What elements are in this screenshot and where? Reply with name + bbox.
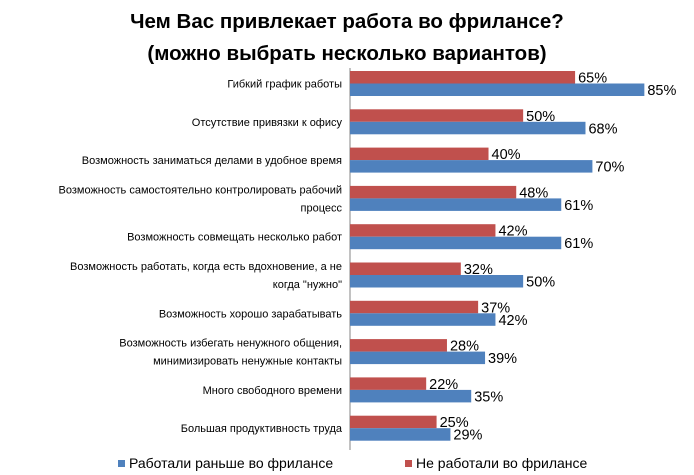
- data-label-freelanced-9: 29%: [453, 428, 482, 444]
- bar-not-freelanced-1: [350, 109, 524, 122]
- data-label-freelanced-2: 70%: [595, 160, 624, 176]
- data-label-not-freelanced-2: 40%: [492, 147, 521, 163]
- data-label-not-freelanced-5: 32%: [464, 262, 493, 278]
- data-labels-group: 65%85%50%68%40%70%48%61%42%61%32%50%37%4…: [429, 71, 676, 444]
- category-label-8: Много свободного времени: [203, 385, 342, 397]
- bar-freelanced-4: [350, 236, 562, 250]
- legend: Работали раньше во фрилансе Не работали в…: [118, 455, 588, 471]
- data-label-not-freelanced-6: 37%: [481, 300, 510, 316]
- data-label-freelanced-4: 61%: [564, 236, 593, 252]
- bar-not-freelanced-6: [350, 300, 479, 314]
- category-label-6: Возможность хорошо зарабатывать: [159, 308, 342, 320]
- data-label-not-freelanced-9: 25%: [440, 415, 469, 431]
- data-label-not-freelanced-4: 42%: [498, 224, 527, 240]
- bar-freelanced-3: [350, 198, 562, 211]
- category-label-0: Гибкий график работы: [227, 79, 342, 91]
- data-label-not-freelanced-7: 28%: [450, 339, 479, 355]
- category-label-7-line-1: минимизировать ненужные контакты: [153, 356, 342, 368]
- bar-not-freelanced-3: [350, 185, 517, 199]
- legend-swatch-not-freelanced: [405, 460, 412, 467]
- bar-freelanced-9: [350, 428, 451, 441]
- category-label-9: Большая продуктивность труда: [181, 423, 343, 435]
- data-label-freelanced-1: 68%: [588, 121, 617, 137]
- category-label-5-line-1: когда "нужно": [273, 279, 342, 291]
- category-label-2: Возможность заниматься делами в удобное …: [82, 155, 342, 167]
- chart-title-line-2: (можно выбрать несколько вариантов): [147, 42, 546, 65]
- legend-label-not-freelanced: Не работали во фрилансе: [416, 455, 588, 471]
- category-labels-group: Гибкий график работы Отсутствие привязки …: [59, 79, 343, 436]
- data-label-freelanced-6: 42%: [498, 313, 527, 329]
- bar-not-freelanced-2: [350, 147, 489, 161]
- bar-freelanced-0: [350, 83, 645, 96]
- bar-not-freelanced-4: [350, 224, 496, 237]
- data-label-not-freelanced-1: 50%: [526, 109, 555, 125]
- category-label-7-line-0: Возможность избегать ненужного общения,: [119, 338, 342, 350]
- category-label-1: Отсутствие привязки к офису: [192, 117, 343, 129]
- bar-freelanced-7: [350, 351, 486, 365]
- bar-not-freelanced-5: [350, 262, 461, 275]
- data-label-freelanced-8: 35%: [474, 389, 503, 405]
- category-label-3-line-0: Возможность самостоятельно контролироват…: [59, 184, 342, 196]
- data-label-freelanced-0: 85%: [647, 83, 676, 99]
- data-label-freelanced-5: 50%: [526, 275, 555, 291]
- category-label-4: Возможность совмещать несколько работ: [127, 232, 342, 244]
- bars-group: [350, 71, 645, 441]
- data-label-not-freelanced-8: 22%: [429, 377, 458, 393]
- bar-not-freelanced-7: [350, 339, 447, 352]
- data-label-not-freelanced-3: 48%: [519, 185, 548, 201]
- legend-label-freelanced: Работали раньше во фрилансе: [129, 455, 333, 471]
- bar-freelanced-8: [350, 389, 472, 403]
- bar-not-freelanced-0: [350, 71, 576, 84]
- category-label-3-line-1: процесс: [301, 202, 343, 214]
- bar-freelanced-6: [350, 313, 496, 326]
- bar-freelanced-1: [350, 121, 586, 135]
- bar-freelanced-2: [350, 160, 593, 173]
- chart-title-line-1: Чем Вас привлекает работа во фрилансе?: [130, 10, 564, 33]
- data-label-freelanced-7: 39%: [488, 351, 517, 367]
- legend-swatch-freelanced: [118, 460, 125, 467]
- bar-freelanced-5: [350, 275, 524, 288]
- data-label-freelanced-3: 61%: [564, 198, 593, 214]
- data-label-not-freelanced-0: 65%: [578, 71, 607, 87]
- bar-not-freelanced-8: [350, 377, 427, 390]
- bar-not-freelanced-9: [350, 415, 437, 429]
- category-label-5-line-0: Возможность работать, когда есть вдохнов…: [70, 261, 342, 273]
